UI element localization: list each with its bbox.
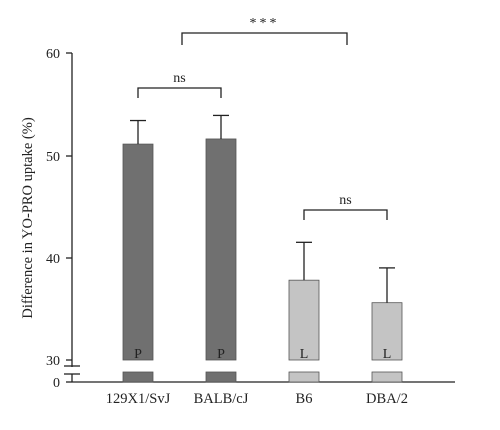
significance-bracket xyxy=(181,32,348,45)
x-tick-label: BALB/cJ xyxy=(194,391,249,407)
significance-label: ns xyxy=(173,71,185,86)
bar-base-segment xyxy=(371,371,403,383)
significance-label: *** xyxy=(250,16,280,31)
bar-dba-2 xyxy=(371,302,403,361)
category-labels: 129X1/SvJ BALB/cJ B6 DBA/2 xyxy=(106,391,408,407)
bar-base-segment xyxy=(288,371,320,383)
significance-brackets: ns ns *** xyxy=(137,16,388,220)
bar-base-segment xyxy=(122,371,154,383)
bar-inner-label: L xyxy=(383,347,392,362)
y-tick-label: 0 xyxy=(53,376,60,391)
bar-b6 xyxy=(288,279,320,361)
y-tick-label: 40 xyxy=(46,252,60,267)
bar-inner-label: L xyxy=(300,347,309,362)
bar-inner-label: P xyxy=(134,347,142,362)
bar-base-segment xyxy=(205,371,237,383)
significance-bracket xyxy=(303,209,388,220)
x-tick-label: 129X1/SvJ xyxy=(106,391,171,407)
y-axis: 60 50 40 30 0 Difference in YO-PRO uptak… xyxy=(20,47,80,391)
y-tick-label: 30 xyxy=(46,354,60,369)
y-tick-label: 50 xyxy=(46,150,60,165)
bar-balb-cj xyxy=(205,138,237,361)
x-tick-label: DBA/2 xyxy=(366,391,408,407)
significance-label: ns xyxy=(339,193,351,208)
x-tick-label: B6 xyxy=(296,391,313,407)
y-tick-label: 60 xyxy=(46,47,60,62)
bar-129x1-svj xyxy=(122,143,154,361)
significance-bracket xyxy=(137,87,222,98)
y-axis-label: Difference in YO-PRO uptake (%) xyxy=(20,117,36,318)
bar-inner-label: P xyxy=(217,347,225,362)
